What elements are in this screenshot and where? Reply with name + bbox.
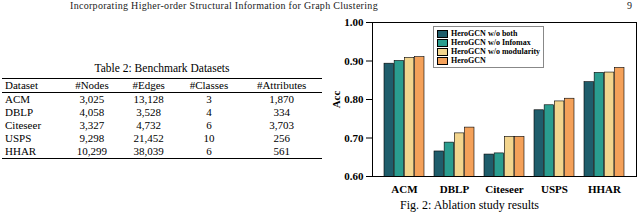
html-text:10: 10 [203,132,215,144]
html-text:HeroGCN w/o both: HeroGCN w/o both [450,29,518,38]
svg-text:0.70: 0.70 [344,132,364,144]
html-text:#Attributes: #Attributes [256,79,307,91]
html-text:1,870: 1,870 [269,93,294,105]
svg-text:1.00: 1.00 [344,16,364,28]
html-text:3,703: 3,703 [269,119,294,131]
html-text:6: 6 [206,119,212,131]
html-text:4,732: 4,732 [136,119,161,131]
html-text:HeroGCN: HeroGCN [450,56,486,65]
html-text:HeroGCN w/o Infomax: HeroGCN w/o Infomax [450,38,531,47]
html-text:#Classes: #Classes [189,79,229,91]
html-text:#Nodes: #Nodes [75,79,109,91]
html-text:3,528: 3,528 [136,106,161,118]
svg-text:Acc: Acc [330,91,342,109]
svg-text:Citeseer: Citeseer [485,183,524,195]
html-text:HHAR: HHAR [5,145,37,157]
svg-text:0.90: 0.90 [344,55,364,67]
html-text:4,058: 4,058 [79,106,105,118]
svg-text:0.80: 0.80 [344,93,364,105]
svg-text:DBLP: DBLP [440,183,470,195]
html-text:21,452: 21,452 [133,132,164,144]
html-text:3,327: 3,327 [79,119,105,131]
html-text:3,025: 3,025 [79,93,105,105]
svg-text:0.60: 0.60 [344,170,364,182]
html-text:9,298: 9,298 [79,132,105,144]
html-text:Table 2: Benchmark Datasets: Table 2: Benchmark Datasets [94,62,230,74]
html-text:256: 256 [273,132,290,144]
html-text:561: 561 [273,145,290,157]
html-text:#Edges: #Edges [132,79,165,91]
html-text:USPS: USPS [5,132,32,144]
html-text:4: 4 [206,106,212,118]
svg-text:ACM: ACM [391,183,418,195]
html-text:Citeseer: Citeseer [5,119,41,131]
svg-text:USPS: USPS [541,183,568,195]
html-text:334: 334 [273,106,290,118]
html-text:6: 6 [206,145,212,157]
html-text:9: 9 [627,0,632,11]
html-text:Dataset: Dataset [5,79,38,91]
html-text:Incorporating Higher-order Str: Incorporating Higher-order Structural In… [70,0,378,11]
html-text:10,299: 10,299 [76,145,108,157]
html-text:DBLP: DBLP [5,106,34,118]
html-text:13,128: 13,128 [133,93,164,105]
html-text:ACM: ACM [5,93,31,105]
svg-text:HHAR: HHAR [588,183,622,195]
html-text:HeroGCN w/o modularity: HeroGCN w/o modularity [450,47,541,56]
html-text:38,039: 38,039 [133,145,164,157]
html-text:Fig. 2: Ablation study results: Fig. 2: Ablation study results [400,198,539,212]
html-text:3: 3 [206,93,212,105]
